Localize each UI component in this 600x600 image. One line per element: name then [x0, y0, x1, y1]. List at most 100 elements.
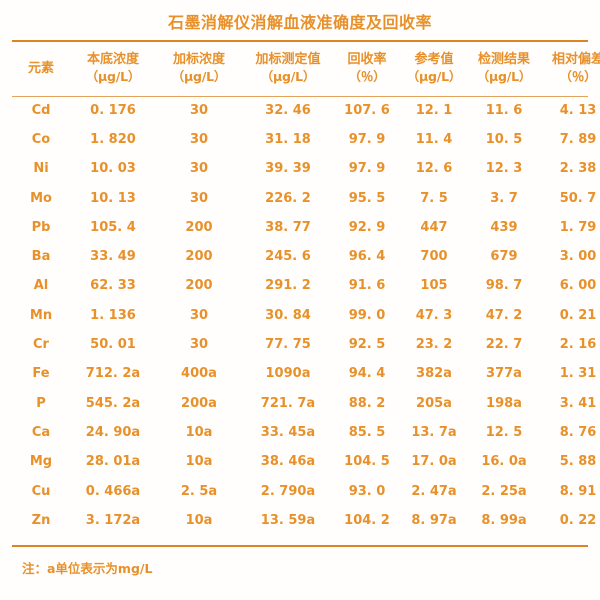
table-row: Mo 10. 13 30 226. 2 95. 5 7. 5 3. 7 50. 7 — [12, 184, 600, 213]
cell-spiked-measured: 291. 2 — [265, 278, 311, 294]
cell-recovery: 96. 4 — [348, 249, 386, 265]
cell-result: 12. 5 — [485, 424, 523, 440]
cell-deviation: 0. 22 — [559, 512, 597, 528]
table-header: 元素 本底浓度 （μg/L） 加标浓度 （μg/L） 加标测定值 （μg/L） … — [12, 40, 600, 96]
cell-reference: 47. 3 — [415, 307, 453, 323]
column-header-spike: 加标浓度 （μg/L） — [156, 40, 242, 96]
cell-background: 1. 136 — [90, 307, 136, 323]
cell-reference: 17. 0a — [411, 454, 457, 470]
cell-reference: 7. 5 — [420, 190, 448, 206]
column-header-unit: （μg/L） — [476, 69, 532, 84]
cell-deviation: 1. 79 — [559, 219, 597, 235]
column-header-label: 加标测定值 — [255, 52, 321, 67]
cell-result: 98. 7 — [485, 278, 523, 294]
cell-element: Cu — [31, 483, 51, 499]
cell-deviation: 1. 31 — [559, 366, 597, 382]
cell-result: 198a — [486, 395, 522, 411]
cell-recovery: 93. 0 — [348, 483, 386, 499]
cell-deviation: 5. 88 — [559, 454, 597, 470]
cell-result: 679 — [490, 249, 518, 265]
cell-result: 3. 7 — [490, 190, 518, 206]
cell-deviation: 3. 41 — [559, 395, 597, 411]
cell-deviation: 2. 38 — [559, 161, 597, 177]
cell-reference: 447 — [420, 219, 448, 235]
column-header-unit: （μg/L） — [406, 69, 462, 84]
cell-element: Cr — [33, 337, 49, 353]
cell-spike: 2. 5a — [180, 483, 218, 499]
cell-spike: 400a — [181, 366, 217, 382]
column-header-label: 参考值 — [414, 52, 454, 67]
cell-spiked-measured: 32. 46 — [265, 102, 311, 118]
cell-result: 47. 2 — [485, 307, 523, 323]
cell-spiked-measured: 31. 18 — [265, 131, 311, 147]
cell-spike: 10a — [185, 424, 213, 440]
cell-background: 24. 90a — [85, 424, 141, 440]
cell-spike: 30 — [189, 102, 209, 118]
cell-spike: 30 — [189, 190, 209, 206]
column-header-unit: （μg/L） — [260, 69, 316, 84]
cell-element: Fe — [32, 366, 50, 382]
table-row: Al 62. 33 200 291. 2 91. 6 105 98. 7 6. 00 — [12, 272, 600, 301]
cell-reference: 8. 97a — [411, 512, 457, 528]
cell-recovery: 88. 2 — [348, 395, 386, 411]
cell-reference: 12. 6 — [415, 161, 453, 177]
column-header-background: 本底浓度 （μg/L） — [70, 40, 156, 96]
cell-element: Ca — [31, 424, 51, 440]
cell-recovery: 92. 5 — [348, 337, 386, 353]
cell-background: 62. 33 — [90, 278, 136, 294]
cell-spiked-measured: 721. 7a — [260, 395, 316, 411]
cell-deviation: 50. 7 — [559, 190, 597, 206]
column-header-result: 检测结果 （μg/L） — [468, 40, 540, 96]
table-body: Cd 0. 176 30 32. 46 107. 6 12. 1 11. 6 4. 13 Co 1… — [12, 96, 600, 535]
cell-reference: 700 — [420, 249, 448, 265]
column-header-label: 加标浓度 — [172, 52, 225, 67]
table-row: Cu 0. 466a 2. 5a 2. 790a 93. 0 2. 47a 2. 25a 8.… — [12, 477, 600, 506]
table-row: Ca 24. 90a 10a 33. 45a 85. 5 13. 7a 12. 5 8. 76 — [12, 418, 600, 447]
page-title: 石墨消解仪消解血液准确度及回收率 — [167, 13, 432, 32]
cell-spiked-measured: 30. 84 — [265, 307, 311, 323]
table-row: Mn 1. 136 30 30. 84 99. 0 47. 3 47. 2 0. 21 — [12, 301, 600, 330]
table-header-rule — [12, 96, 588, 97]
cell-reference: 382a — [416, 366, 452, 382]
cell-spiked-measured: 33. 45a — [260, 424, 316, 440]
table-row: Fe 712. 2a 400a 1090a 94. 4 382a 377a 1. 31 — [12, 360, 600, 389]
cell-recovery: 97. 9 — [348, 161, 386, 177]
column-header-element: 元素 — [12, 40, 70, 96]
cell-result: 377a — [486, 366, 522, 382]
cell-background: 1. 820 — [90, 131, 136, 147]
cell-background: 712. 2a — [85, 366, 141, 382]
cell-spiked-measured: 77. 75 — [265, 337, 311, 353]
cell-background: 33. 49 — [90, 249, 136, 265]
table-row: Cr 50. 01 30 77. 75 92. 5 23. 2 22. 7 2. 16 — [12, 330, 600, 359]
cell-spike: 200 — [185, 219, 213, 235]
table-footnote: 注：a单位表示为mg/L — [22, 561, 153, 576]
cell-recovery: 104. 5 — [344, 454, 390, 470]
cell-reference: 105 — [420, 278, 448, 294]
cell-spike: 200 — [185, 249, 213, 265]
column-header-label: 本底浓度 — [86, 52, 139, 67]
column-header-unit: （μg/L） — [85, 69, 141, 84]
cell-spike: 200 — [185, 278, 213, 294]
cell-background: 0. 176 — [90, 102, 136, 118]
cell-deviation: 7. 89 — [559, 131, 597, 147]
cell-element: Pb — [31, 219, 51, 235]
table-row: Co 1. 820 30 31. 18 97. 9 11. 4 10. 5 7. 89 — [12, 125, 600, 154]
cell-spike: 30 — [189, 307, 209, 323]
table-row: Ba 33. 49 200 245. 6 96. 4 700 679 3. 00 — [12, 242, 600, 271]
cell-background: 545. 2a — [85, 395, 141, 411]
cell-result: 8. 99a — [481, 512, 527, 528]
cell-background: 50. 01 — [90, 337, 136, 353]
cell-result: 10. 5 — [485, 131, 523, 147]
cell-recovery: 95. 5 — [348, 190, 386, 206]
cell-deviation: 8. 76 — [559, 424, 597, 440]
cell-background: 28. 01a — [85, 454, 141, 470]
cell-background: 3. 172a — [85, 512, 141, 528]
table-row: Pb 105. 4 200 38. 77 92. 9 447 439 1. 79 — [12, 213, 600, 242]
cell-element: Co — [31, 131, 51, 147]
cell-spiked-measured: 2. 790a — [260, 483, 316, 499]
column-header-deviation: 相对偏差 （％） — [540, 40, 600, 96]
table-row: Zn 3. 172a 10a 13. 59a 104. 2 8. 97a 8. 99a 0. … — [12, 506, 600, 535]
cell-spiked-measured: 1090a — [265, 366, 311, 382]
cell-background: 10. 13 — [90, 190, 136, 206]
table-top-rule — [12, 40, 588, 42]
